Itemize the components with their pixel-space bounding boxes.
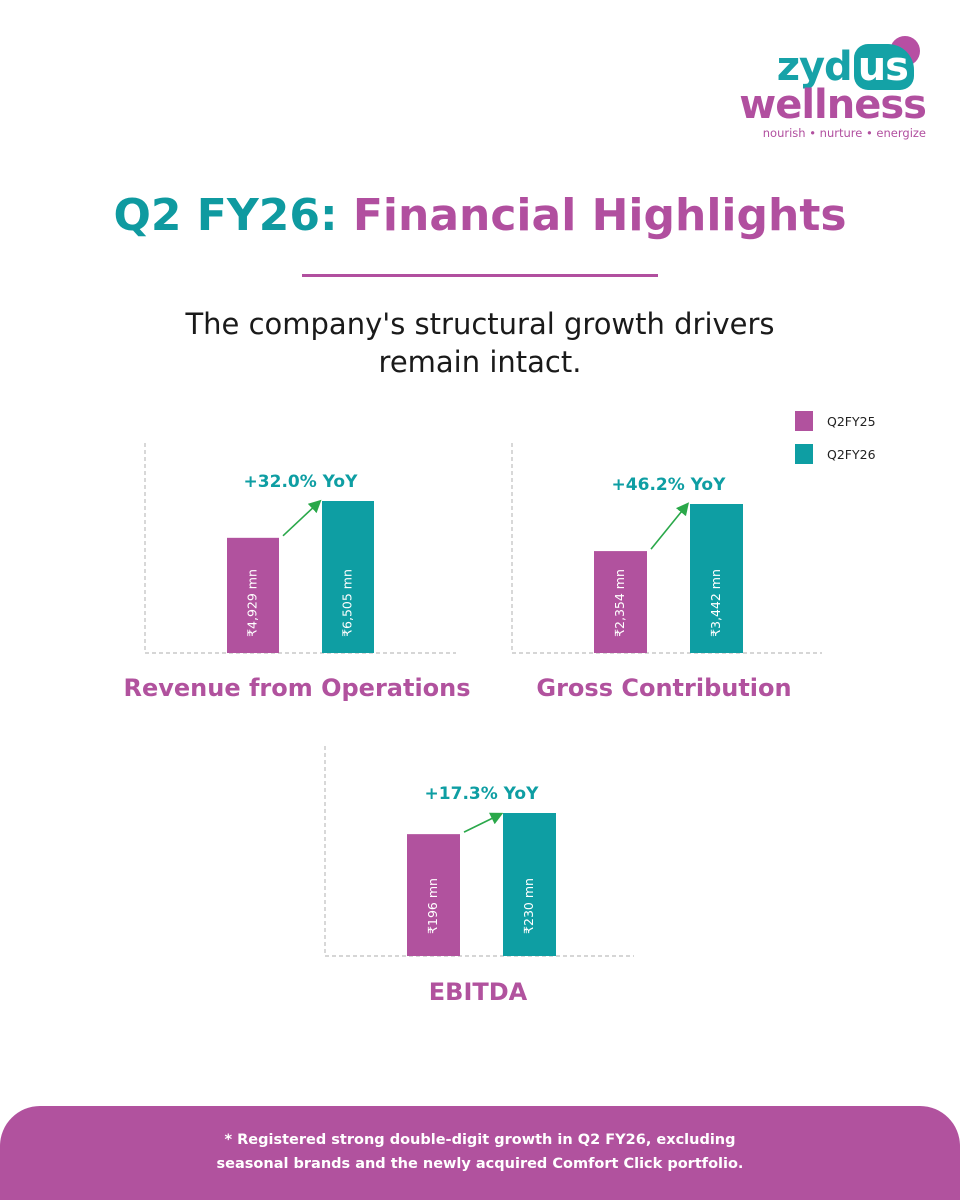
gross-contribution-bar-q2fy25 [594,551,647,653]
gross-contribution-bar-q2fy26 [690,504,743,653]
ebitda-bar-q2fy25 [407,834,460,956]
footnote-line-2: seasonal brands and the newly acquired C… [216,1156,744,1172]
logo-tagline: nourish • nurture • energize [762,126,926,140]
brand-logo: zyd us wellness nourish • nurture • energ… [739,30,927,140]
ebitda-data-label-q2fy25: ₹196 mn [425,878,440,934]
footnote-line-1: * Registered strong double-digit growth … [224,1132,736,1148]
legend-swatch-q2fy26 [795,444,813,464]
subtitle-line-2: remain intact. [378,345,582,379]
ebitda-chart-title: EBITDA [429,978,528,1006]
logo-text-part2: us [853,36,921,90]
logo-text-part1: zyd [776,44,853,90]
gross-contribution-growth-arrow [650,502,690,550]
title-divider [302,274,658,277]
revenue-from-operations-data-label-q2fy26: ₹6,505 mn [340,569,355,637]
revenue-from-operations-bar-q2fy26 [322,501,374,653]
chart-legend: Q2FY25 Q2FY26 [795,410,876,476]
title-heading: Financial Highlights [352,190,847,241]
gross-contribution-growth-label: +46.2% YoY [612,475,727,495]
footnote: * Registered strong double-digit growth … [130,1128,830,1176]
ebitda-growth-arrow [463,812,504,833]
legend-label-q2fy25: Q2FY25 [827,413,876,429]
ebitda-growth-label: +17.3% YoY [425,784,540,804]
page-subtitle: The company's structural growth drivers … [150,305,810,381]
revenue-from-operations-growth-label: +32.0% YoY [244,472,359,492]
revenue-from-operations-chart-title: Revenue from Operations [123,674,470,702]
page-title: Q2 FY26: Financial Highlights [0,190,960,241]
logo-wordmark-bottom: wellness [739,82,927,128]
revenue-from-operations-bar-q2fy25 [227,537,279,653]
gross-contribution-data-label-q2fy26: ₹3,442 mn [708,569,723,637]
ebitda-bar-q2fy26 [503,813,556,956]
charts-canvas: ₹4,929 mn ₹6,505 mn +32.0% YoY Revenue from… [123,443,822,1006]
ebitda-data-label-q2fy26: ₹230 mn [521,878,536,934]
gross-contribution-chart-title: Gross Contribution [536,674,791,702]
subtitle-line-1: The company's structural growth drivers [185,307,775,341]
logo-wordmark-top: zyd us [776,36,921,90]
footer-banner: * Registered strong double-digit growth … [0,1106,960,1200]
legend-item-q2fy26: Q2FY26 [795,443,876,465]
legend-item-q2fy25: Q2FY25 [795,410,876,432]
gross-contribution-data-label-q2fy25: ₹2,354 mn [612,569,627,637]
legend-label-q2fy26: Q2FY26 [827,446,876,462]
revenue-from-operations-growth-arrow [282,499,322,537]
title-period: Q2 FY26: [113,190,338,241]
revenue-from-operations-data-label-q2fy25: ₹4,929 mn [245,569,260,637]
legend-swatch-q2fy25 [795,411,813,431]
